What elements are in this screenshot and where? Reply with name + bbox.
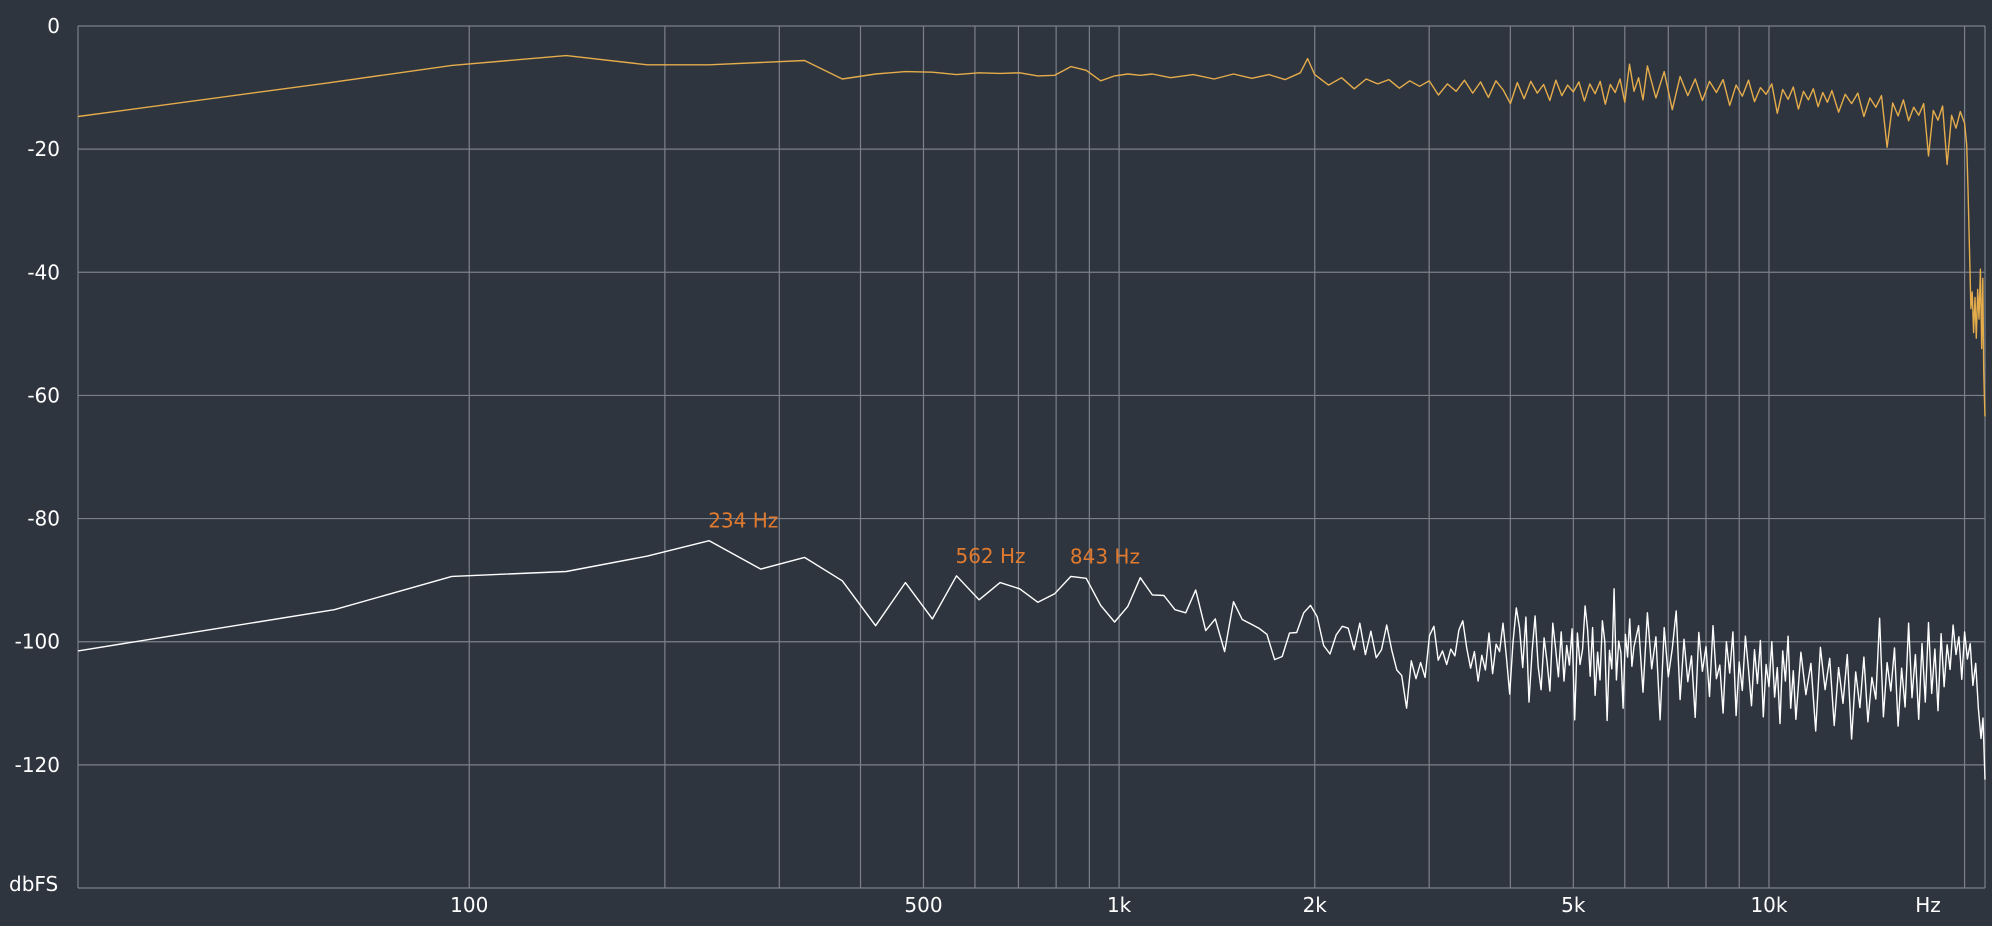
x-axis-label: Hz <box>1915 893 1941 917</box>
x-tick-label: 100 <box>450 893 488 917</box>
x-axis-tick-labels: 100 500 1k 2k 5k 10k <box>450 893 1788 917</box>
x-tick-label: 10k <box>1750 893 1787 917</box>
peak-label: 562 Hz <box>955 544 1025 568</box>
x-tick-label: 500 <box>904 893 942 917</box>
annotation-layer: 234 Hz 562 Hz 843 Hz <box>708 509 1140 569</box>
lower-series-line <box>77 540 1986 780</box>
y-tick-label: -100 <box>15 630 60 654</box>
series-layer <box>77 54 1986 780</box>
y-tick-label: -60 <box>27 383 60 407</box>
y-axis-tick-labels: 0 -20 -40 -60 -80 -100 -120 <box>15 14 60 777</box>
grid-layer <box>77 25 1986 889</box>
y-axis-label: dbFS <box>9 872 58 896</box>
peak-label: 234 Hz <box>708 509 778 533</box>
x-tick-label: 2k <box>1303 893 1328 917</box>
y-tick-label: -120 <box>15 753 60 777</box>
y-tick-label: -20 <box>27 137 60 161</box>
upper-series-line <box>77 54 1986 417</box>
peak-label: 843 Hz <box>1070 544 1140 568</box>
y-tick-label: 0 <box>47 14 60 38</box>
x-tick-label: 5k <box>1561 893 1586 917</box>
y-tick-label: -40 <box>27 260 60 284</box>
y-tick-label: -80 <box>27 507 60 531</box>
x-tick-label: 1k <box>1107 893 1132 917</box>
